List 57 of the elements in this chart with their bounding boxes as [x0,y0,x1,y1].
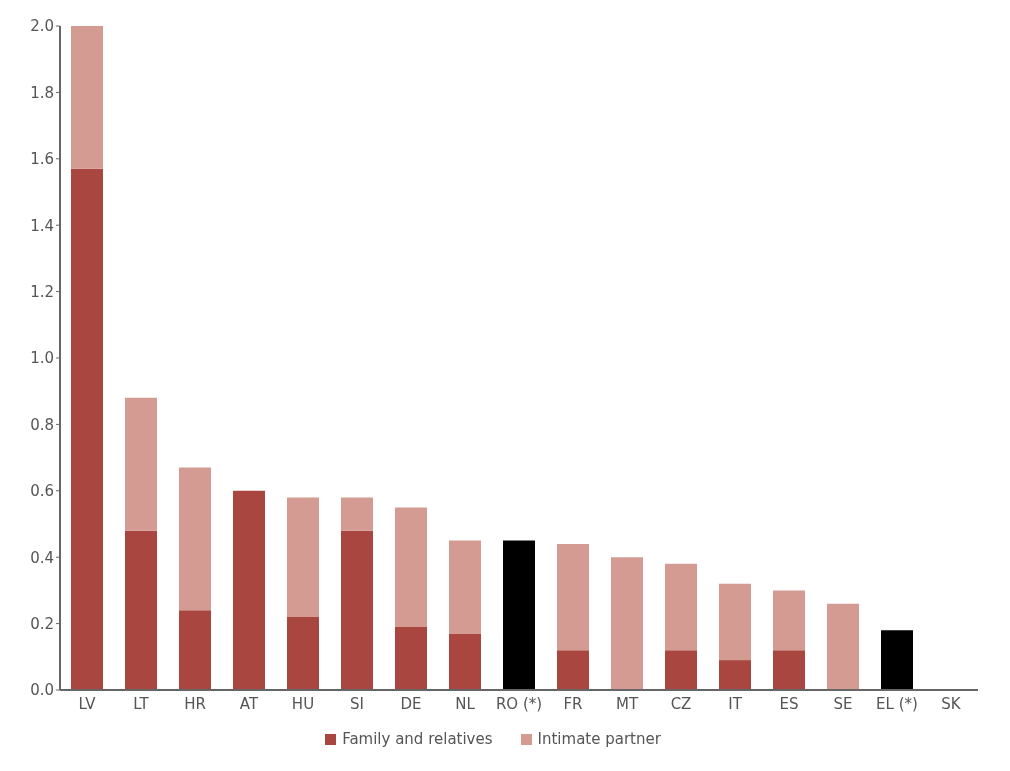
x-tick-label: LT [133,694,150,713]
bar [125,397,157,531]
bar [665,563,697,651]
y-tick-label: 0.8 [30,415,54,434]
x-tick-label: SI [350,694,364,713]
x-tick-label: DE [400,694,422,713]
y-tick-label: 1.4 [30,216,54,235]
bar [719,660,751,690]
x-tick-label: FR [563,694,583,713]
bar [341,497,373,531]
y-tick-label: 1.6 [30,150,54,169]
x-tick-label: HR [184,694,206,713]
x-tick-label: SK [941,694,962,713]
y-tick-label: 2.0 [30,17,54,36]
bar [179,610,211,690]
bar [71,168,103,690]
bar [611,557,643,690]
bar [287,616,319,690]
x-tick-label: HU [291,694,315,713]
bar [341,530,373,690]
y-tick-label: 1.2 [30,282,54,301]
x-tick-label: CZ [670,694,692,713]
y-tick-label: 0.2 [30,614,54,633]
x-tick-label: NL [455,694,476,713]
y-tick-label: 0.0 [30,681,54,700]
bar [719,583,751,661]
bar [881,630,913,690]
bar [125,530,157,690]
bar [395,626,427,690]
x-tick-label: AT [239,694,259,713]
x-tick-label: ES [779,694,799,713]
x-tick-label: SE [833,694,853,713]
legend-label: Intimate partner [537,730,661,748]
y-tick-label: 0.4 [30,548,54,567]
legend-label: Family and relatives [342,730,493,748]
x-tick-label: RO (*) [495,694,543,713]
x-tick-label: LV [78,694,97,713]
bar [179,467,211,611]
bar [665,650,697,690]
x-tick-label: IT [728,694,743,713]
bar [773,650,805,690]
bar [233,490,265,690]
bar [557,650,589,690]
bar [395,507,427,627]
bar [449,540,481,634]
bar [287,497,319,617]
bar [449,633,481,690]
bar [773,590,805,651]
y-tick-label: 1.0 [30,349,54,368]
bar [71,26,103,169]
y-tick-label: 1.8 [30,83,54,102]
bar [503,540,535,690]
bar [827,603,859,690]
x-tick-label: EL (*) [876,694,918,713]
y-tick-label: 0.6 [30,482,54,501]
x-tick-label: MT [615,694,639,713]
bar [557,543,589,651]
